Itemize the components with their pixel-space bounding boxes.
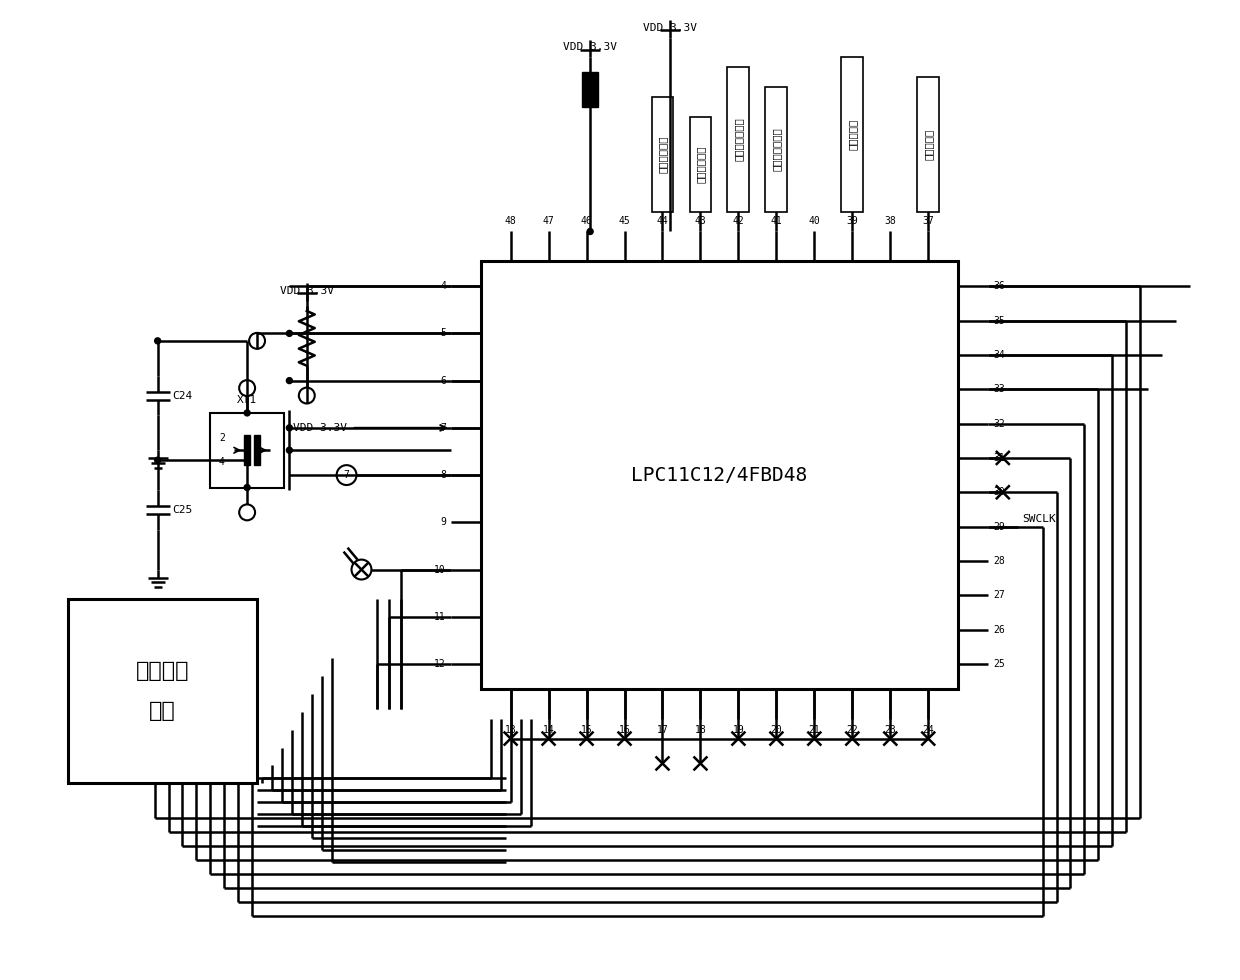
Text: 13: 13 xyxy=(505,724,517,735)
Circle shape xyxy=(244,410,250,416)
Text: XT1: XT1 xyxy=(237,395,257,405)
Text: C25: C25 xyxy=(172,505,192,514)
Text: 39: 39 xyxy=(847,216,858,225)
Text: 37: 37 xyxy=(923,216,934,225)
Bar xyxy=(842,58,863,212)
Text: 29: 29 xyxy=(993,521,1004,531)
Text: 12: 12 xyxy=(434,659,446,669)
Text: 34: 34 xyxy=(993,350,1004,360)
Text: 47: 47 xyxy=(543,216,554,225)
Text: 10: 10 xyxy=(434,564,446,574)
Text: 48: 48 xyxy=(505,216,517,225)
Text: 2: 2 xyxy=(218,433,224,443)
Text: 7: 7 xyxy=(343,470,350,480)
Text: 11: 11 xyxy=(434,612,446,621)
Text: 30: 30 xyxy=(993,487,1004,497)
Text: 28: 28 xyxy=(993,556,1004,566)
Bar xyxy=(689,118,712,212)
Text: 18: 18 xyxy=(694,724,707,735)
Bar xyxy=(583,73,598,107)
Text: 5: 5 xyxy=(440,328,446,338)
Text: VDD 3.3V: VDD 3.3V xyxy=(642,23,697,32)
Text: 19: 19 xyxy=(733,724,744,735)
Circle shape xyxy=(588,228,593,234)
Bar xyxy=(481,262,959,689)
Text: 25: 25 xyxy=(993,659,1004,669)
Text: 锁梯输入信号: 锁梯输入信号 xyxy=(696,146,706,183)
Circle shape xyxy=(286,330,293,336)
Text: VDD 3.3V: VDD 3.3V xyxy=(293,422,346,433)
Text: 24: 24 xyxy=(923,724,934,735)
Text: VDD 3.3V: VDD 3.3V xyxy=(280,286,334,296)
Bar xyxy=(651,97,673,212)
Text: 27: 27 xyxy=(993,590,1004,601)
Text: 45: 45 xyxy=(619,216,630,225)
Text: 20: 20 xyxy=(770,724,782,735)
Text: 35: 35 xyxy=(993,316,1004,325)
Text: 14: 14 xyxy=(543,724,554,735)
Text: 44: 44 xyxy=(657,216,668,225)
Text: 41: 41 xyxy=(770,216,782,225)
Text: 6: 6 xyxy=(440,375,446,385)
Circle shape xyxy=(155,458,161,464)
Text: 26: 26 xyxy=(993,624,1004,635)
Text: 36: 36 xyxy=(993,281,1004,291)
Text: 显示驱动: 显示驱动 xyxy=(136,662,190,681)
Text: 22: 22 xyxy=(847,724,858,735)
Text: 4: 4 xyxy=(440,281,446,291)
Text: 7: 7 xyxy=(440,422,446,433)
Text: LPC11C12/4FBD48: LPC11C12/4FBD48 xyxy=(631,466,807,484)
Text: 17: 17 xyxy=(657,724,668,735)
Circle shape xyxy=(286,425,293,431)
Text: 32: 32 xyxy=(993,418,1004,428)
Circle shape xyxy=(286,377,293,383)
Text: 下按钮灯控: 下按钮灯控 xyxy=(847,119,857,150)
Text: 上按钮灯控: 上按钮灯控 xyxy=(924,128,934,160)
Text: SWCLK: SWCLK xyxy=(1023,514,1056,523)
Text: 8: 8 xyxy=(440,470,446,480)
Text: 43: 43 xyxy=(694,216,707,225)
Bar xyxy=(68,600,257,783)
Bar xyxy=(210,413,284,487)
Text: 单元: 单元 xyxy=(149,702,176,721)
Text: C24: C24 xyxy=(172,391,192,401)
Bar xyxy=(244,435,250,466)
Bar xyxy=(254,435,260,466)
Text: 42: 42 xyxy=(733,216,744,225)
Circle shape xyxy=(286,447,293,453)
Bar xyxy=(728,68,749,212)
Text: 46: 46 xyxy=(580,216,593,225)
Text: 4: 4 xyxy=(218,457,224,467)
Text: 31: 31 xyxy=(993,453,1004,463)
Bar xyxy=(918,77,939,212)
Text: 16: 16 xyxy=(619,724,630,735)
Text: VDD 3.3V: VDD 3.3V xyxy=(563,42,618,53)
Text: 上按钮输入信号: 上按钮输入信号 xyxy=(771,127,781,172)
Text: 23: 23 xyxy=(884,724,897,735)
Text: 下按钮输入信号: 下按钮输入信号 xyxy=(733,118,744,162)
Bar xyxy=(765,87,787,212)
Circle shape xyxy=(155,338,161,344)
Text: 40: 40 xyxy=(808,216,820,225)
Text: 38: 38 xyxy=(884,216,897,225)
Text: 15: 15 xyxy=(580,724,593,735)
Text: 9: 9 xyxy=(440,517,446,527)
Circle shape xyxy=(244,484,250,491)
Text: 消防输入信号: 消防输入信号 xyxy=(657,135,667,173)
Text: 21: 21 xyxy=(808,724,820,735)
Text: 33: 33 xyxy=(993,384,1004,394)
